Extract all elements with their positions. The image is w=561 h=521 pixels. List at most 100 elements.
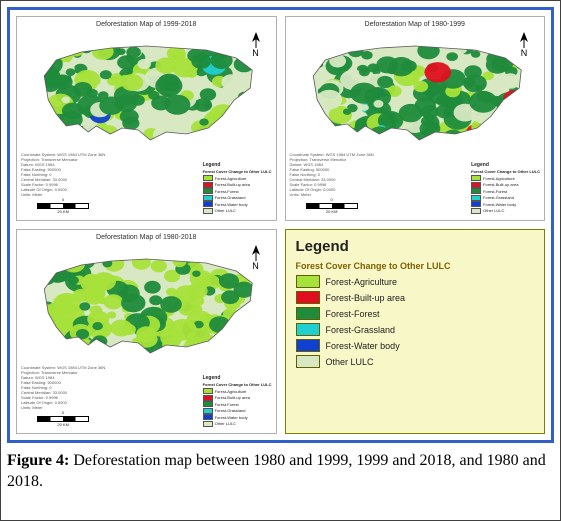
mini-legend-subtitle: Forest Cover Change to Other LULC bbox=[471, 169, 540, 174]
legend-swatch bbox=[296, 339, 320, 352]
legend-swatch bbox=[203, 395, 213, 401]
legend-swatch bbox=[203, 182, 213, 188]
legend-title: Legend bbox=[296, 238, 535, 255]
mini-legend-row: Forest-Water body bbox=[471, 201, 540, 207]
legend-item-label: Other LULC bbox=[215, 421, 236, 426]
scalebar-min: 0 bbox=[331, 197, 333, 202]
map-metadata: Coordinate System: WGS 1984 UTM Zone 36N… bbox=[21, 365, 105, 410]
legend-swatch bbox=[296, 291, 320, 304]
scalebar-max: 20 KM bbox=[57, 209, 69, 214]
legend-item-label: Other LULC bbox=[215, 208, 236, 213]
legend-item-label: Forest-Water body bbox=[215, 202, 248, 207]
figure-container: Deforestation Map of 1999-2018 N Coordinat… bbox=[0, 0, 561, 521]
legend-item-label: Forest-Forest bbox=[215, 402, 239, 407]
legend-item-label: Forest-Agriculture bbox=[215, 176, 247, 181]
legend-row: Forest-Water body bbox=[296, 339, 535, 352]
mini-legend: LegendForest Cover Change to Other LULC F… bbox=[203, 162, 272, 214]
deforestation-map-svg bbox=[290, 30, 541, 150]
mini-legend-row: Forest-Grassland bbox=[471, 195, 540, 201]
legend-item-label: Forest-Water body bbox=[215, 415, 248, 420]
mini-legend-row: Forest-Built-up area bbox=[203, 182, 272, 188]
legend-swatch bbox=[296, 307, 320, 320]
legend-swatch bbox=[203, 195, 213, 201]
mini-legend-subtitle: Forest Cover Change to Other LULC bbox=[203, 169, 272, 174]
legend-swatch bbox=[203, 388, 213, 394]
map-body: N bbox=[21, 30, 272, 150]
compass-icon: N bbox=[250, 32, 262, 58]
compass-label: N bbox=[250, 262, 262, 271]
mini-legend-row: Forest-Grassland bbox=[203, 408, 272, 414]
map-footer: Coordinate System: WGS 1984 UTM Zone 36N… bbox=[21, 365, 272, 427]
legend-item-label: Other LULC bbox=[326, 357, 374, 367]
deforestation-map-svg bbox=[21, 30, 272, 150]
legend-item-label: Forest-Water body bbox=[326, 341, 400, 351]
mini-legend-row: Forest-Forest bbox=[471, 188, 540, 194]
legend-item-label: Other LULC bbox=[483, 208, 504, 213]
scalebar: 0 20 KM bbox=[21, 410, 105, 427]
scalebar-min: 0 bbox=[62, 197, 64, 202]
compass-label: N bbox=[250, 49, 262, 58]
scalebar-max: 20 KM bbox=[57, 422, 69, 427]
mini-legend: LegendForest Cover Change to Other LULCF… bbox=[203, 375, 272, 427]
legend-swatch bbox=[471, 175, 481, 181]
legend-item-label: Forest-Water body bbox=[483, 202, 516, 207]
legend-swatch bbox=[203, 401, 213, 407]
compass-icon: N bbox=[518, 32, 530, 58]
legend-card: LegendForest Cover Change to Other LULCF… bbox=[285, 229, 546, 434]
mini-legend-row: Forest-Water body bbox=[203, 414, 272, 420]
map-title: Deforestation Map of 1999-2018 bbox=[21, 21, 272, 28]
legend-swatch bbox=[203, 175, 213, 181]
legend-swatch bbox=[471, 195, 481, 201]
legend-row: Forest-Agriculture bbox=[296, 275, 535, 288]
legend-item-label: Forest-Built-up area bbox=[215, 395, 250, 400]
mini-legend-row: Forest-Grassland bbox=[203, 195, 272, 201]
mini-legend-title: Legend bbox=[471, 162, 540, 168]
mini-legend-row: Forest-Built-up area bbox=[203, 395, 272, 401]
map-card: Deforestation Map of 1980-2018 N Coordinat… bbox=[16, 229, 277, 434]
scalebar-min: 0 bbox=[62, 410, 64, 415]
legend-item-label: Forest-Agriculture bbox=[483, 176, 515, 181]
map-footer: Coordinate System: WGS 1984 UTM Zone 36N… bbox=[21, 152, 272, 214]
mini-legend-row: Forest-Forest bbox=[203, 401, 272, 407]
legend-swatch bbox=[203, 208, 213, 214]
mini-legend-row: Other LULC bbox=[471, 208, 540, 214]
legend-swatch bbox=[471, 188, 481, 194]
map-footer: Coordinate System: WGS 1984 UTM Zone 36N… bbox=[290, 152, 541, 214]
legend-swatch bbox=[296, 355, 320, 368]
mini-legend-row: Other LULC bbox=[203, 421, 272, 427]
legend-row: Other LULC bbox=[296, 355, 535, 368]
legend-swatch bbox=[471, 201, 481, 207]
mini-legend: LegendForest Cover Change to Other LULC F… bbox=[471, 162, 540, 214]
scalebar-max: 20 KM bbox=[326, 209, 338, 214]
legend-item-label: Forest-Grassland bbox=[483, 195, 514, 200]
legend-item-label: Forest-Forest bbox=[326, 309, 380, 319]
legend-swatch bbox=[203, 408, 213, 414]
mini-legend-subtitle: Forest Cover Change to Other LULC bbox=[203, 382, 272, 387]
mini-legend-row: Forest-Agriculture bbox=[203, 388, 272, 394]
legend-item-label: Forest-Agriculture bbox=[326, 277, 398, 287]
legend-swatch bbox=[296, 275, 320, 288]
scalebar: 0 20 KM bbox=[290, 197, 374, 214]
legend-swatch bbox=[471, 182, 481, 188]
legend-item-label: Forest-Grassland bbox=[215, 408, 246, 413]
legend-item-label: Forest-Built-up area bbox=[483, 182, 518, 187]
scalebar: 0 20 KM bbox=[21, 197, 105, 214]
mini-legend-title: Legend bbox=[203, 375, 272, 381]
deforestation-map-svg bbox=[21, 243, 272, 363]
compass-label: N bbox=[518, 49, 530, 58]
mini-legend-row: Forest-Built-up area bbox=[471, 182, 540, 188]
map-title: Deforestation Map of 1980-1999 bbox=[290, 21, 541, 28]
figure-label: Figure 4: bbox=[7, 452, 69, 469]
mini-legend-title: Legend bbox=[203, 162, 272, 168]
map-body: N bbox=[21, 243, 272, 363]
mini-legend-row: Forest-Agriculture bbox=[471, 175, 540, 181]
mini-legend-row: Forest-Forest bbox=[203, 188, 272, 194]
legend-swatch bbox=[203, 201, 213, 207]
legend-item-label: Forest-Forest bbox=[483, 189, 507, 194]
figure-panel: Deforestation Map of 1999-2018 N Coordinat… bbox=[7, 7, 554, 443]
map-card: Deforestation Map of 1980-1999 N Coordinat… bbox=[285, 16, 546, 221]
legend-swatch bbox=[203, 414, 213, 420]
legend-item-label: Forest-Grassland bbox=[215, 195, 246, 200]
map-title: Deforestation Map of 1980-2018 bbox=[21, 234, 272, 241]
legend-swatch bbox=[471, 208, 481, 214]
